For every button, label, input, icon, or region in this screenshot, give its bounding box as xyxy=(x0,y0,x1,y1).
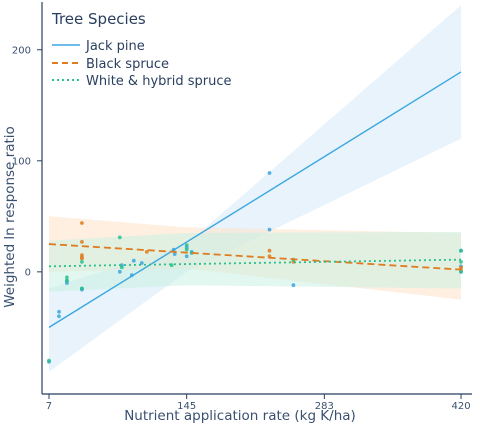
data-point-white-hybrid-spruce xyxy=(184,243,189,248)
fit-line-jack-pine xyxy=(48,71,462,328)
x-axis-title: Nutrient application rate (kg K/ha) xyxy=(124,408,356,424)
data-point-black-spruce xyxy=(80,240,84,244)
legend-title: Tree Species xyxy=(51,10,146,28)
plot-area: 7 145 283 420 0 100 200 xyxy=(12,2,472,412)
data-point-jack-pine xyxy=(267,171,272,175)
data-point-white-hybrid-spruce xyxy=(459,269,463,274)
legend-label-black-spruce: Black spruce xyxy=(86,57,169,72)
y-tick-label: 100 xyxy=(12,156,31,167)
data-point-black-spruce xyxy=(267,248,272,253)
data-point-white-hybrid-spruce xyxy=(80,260,84,264)
x-tick-label: 283 xyxy=(315,401,334,412)
data-point-jack-pine xyxy=(131,258,136,263)
fit-line-black-spruce xyxy=(48,243,462,271)
y-tick-label: 0 xyxy=(25,267,31,278)
data-point-white-hybrid-spruce xyxy=(65,278,69,283)
x-tick-label: 420 xyxy=(451,401,470,412)
legend-label-white-hybrid-spruce: White & hybrid spruce xyxy=(86,74,231,89)
data-point-white-hybrid-spruce xyxy=(459,248,463,253)
data-point-jack-pine xyxy=(57,309,61,314)
data-point-white-hybrid-spruce xyxy=(117,235,122,240)
data-point-white-hybrid-spruce xyxy=(189,251,194,255)
data-point-black-spruce xyxy=(80,256,84,261)
y-tick-label: 200 xyxy=(12,45,31,56)
data-point-white-hybrid-spruce xyxy=(184,247,189,252)
data-point-jack-pine xyxy=(57,314,61,319)
data-point-jack-pine xyxy=(291,283,296,288)
data-point-jack-pine xyxy=(172,252,177,256)
y-axis-title: Weighted ln response ratio xyxy=(2,126,18,308)
data-point-black-spruce xyxy=(80,221,84,225)
legend-label-jack-pine: Jack pine xyxy=(85,39,145,54)
data-point-jack-pine xyxy=(267,227,272,232)
data-point-jack-pine xyxy=(184,254,189,259)
confidence-band-white-hybrid-spruce xyxy=(49,231,461,292)
data-point-white-hybrid-spruce xyxy=(80,286,84,291)
x-tick-label: 145 xyxy=(177,401,196,412)
fit-line-white-hybrid-spruce xyxy=(48,258,462,268)
legend: Tree Species Jack pine Black spruce Whit… xyxy=(51,10,231,89)
x-tick-label: 7 xyxy=(46,401,52,412)
data-point-white-hybrid-spruce xyxy=(119,265,124,270)
data-point-white-hybrid-spruce xyxy=(459,260,463,264)
data-point-white-hybrid-spruce xyxy=(47,358,51,363)
data-point-white-hybrid-spruce xyxy=(65,275,69,280)
data-point-jack-pine xyxy=(117,269,122,274)
